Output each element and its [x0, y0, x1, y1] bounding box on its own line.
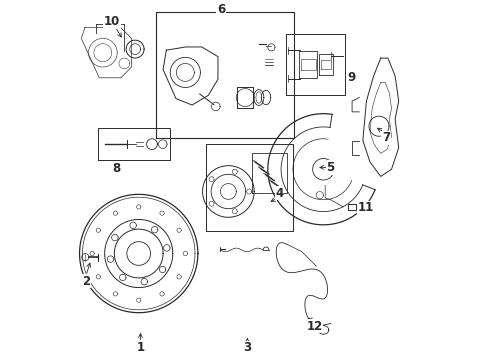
Text: 3: 3	[243, 341, 251, 354]
Text: 6: 6	[217, 3, 225, 16]
Text: 11: 11	[357, 201, 373, 214]
Text: 12: 12	[305, 320, 322, 333]
Text: 9: 9	[346, 71, 355, 84]
Text: 5: 5	[326, 161, 334, 174]
Text: 4: 4	[275, 187, 283, 200]
Text: 2: 2	[82, 275, 90, 288]
Text: 10: 10	[103, 15, 120, 28]
Text: 1: 1	[136, 341, 144, 354]
Text: 8: 8	[112, 162, 121, 175]
Text: 7: 7	[381, 131, 389, 144]
